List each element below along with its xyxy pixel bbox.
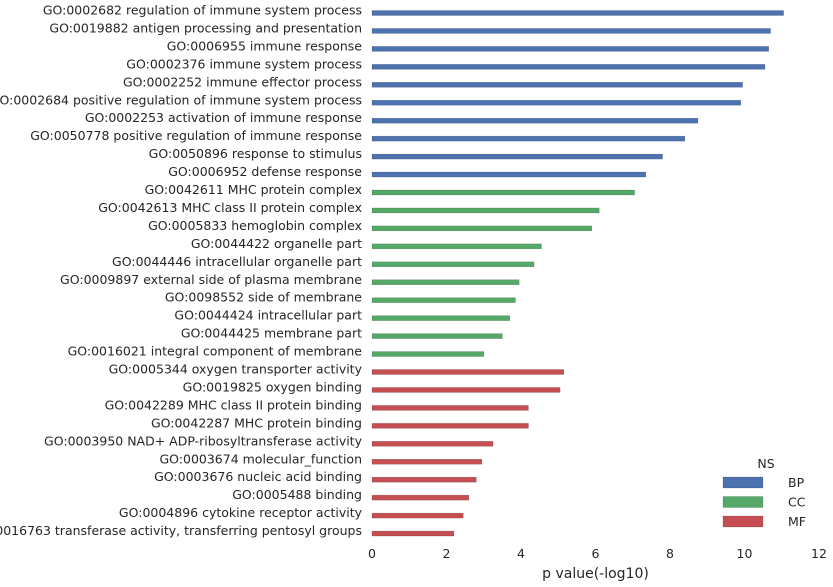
category-label: GO:0042611 MHC protein complex (145, 182, 362, 197)
category-label: GO:0003676 nucleic acid binding (154, 469, 362, 484)
x-tick-label: 8 (666, 546, 674, 561)
category-label: GO:0004896 cytokine receptor activity (119, 505, 363, 520)
legend: NS BP CC MF (722, 456, 806, 529)
bar-mf (371, 512, 464, 519)
bar-mf (371, 494, 470, 501)
legend-title: NS (757, 456, 774, 471)
bar-mf (371, 530, 455, 537)
bar-bp (371, 82, 743, 88)
bars-layer (371, 10, 784, 537)
bar-mf (371, 476, 477, 483)
bar-bp (371, 153, 663, 160)
category-label: GO:0042289 MHC class II protein binding (105, 397, 362, 412)
x-tick-label: 10 (737, 546, 753, 561)
x-tick-label: 12 (811, 546, 827, 561)
category-label: GO:0002682 regulation of immune system p… (43, 3, 362, 18)
bar-bp (371, 28, 771, 34)
x-tick-label: 2 (443, 546, 451, 561)
bar-bp (371, 10, 784, 16)
category-labels: GO:0002682 regulation of immune system p… (0, 3, 363, 539)
x-axis-label: p value(-log10) (542, 566, 649, 582)
category-label: GO:0098552 side of membrane (165, 290, 362, 305)
category-label: GO:0003674 molecular_function (159, 451, 362, 466)
x-tick-label: 4 (517, 546, 525, 561)
bar-mf (371, 423, 529, 429)
category-label: GO:0044424 intracellular part (174, 308, 362, 323)
bar-cc (371, 189, 635, 196)
category-label: GO:0002252 immune effector process (123, 74, 362, 89)
bar-cc (371, 207, 600, 214)
bar-cc (371, 315, 511, 321)
legend-swatch-cc (722, 496, 764, 508)
category-label: GO:0044422 organelle part (191, 236, 362, 251)
category-label: GO:0019825 oxygen binding (183, 379, 362, 394)
bar-bp (371, 100, 742, 106)
category-label: GO:0044446 intracellular organelle part (112, 254, 362, 269)
category-label: GO:0002376 immune system process (126, 56, 362, 71)
x-tick-labels: 0 2 4 6 8 10 12 (368, 546, 827, 561)
legend-swatch-mf (722, 515, 764, 528)
legend-label-mf: MF (788, 514, 806, 529)
bar-cc (371, 225, 593, 232)
category-label: GO:0006955 immune response (167, 38, 363, 53)
bar-bp (371, 135, 686, 142)
legend-label-bp: BP (788, 475, 805, 490)
bar-mf (371, 441, 494, 447)
category-label: GO:0002684 positive regulation of immune… (0, 92, 362, 107)
bar-cc (371, 261, 535, 268)
bar-bp (371, 64, 766, 70)
legend-items: BP CC MF (722, 475, 806, 529)
bar-cc (371, 243, 542, 250)
bar-bp (371, 46, 769, 52)
bar-bp (371, 117, 699, 124)
bar-cc (371, 333, 503, 339)
category-label: GO:0042287 MHC protein binding (151, 415, 362, 430)
bar-mf (371, 369, 565, 375)
bar-mf (371, 387, 561, 393)
bar-mf (371, 459, 483, 465)
category-label: GO:0005344 oxygen transporter activity (109, 362, 363, 377)
category-label: GO:0042613 MHC class II protein complex (98, 200, 362, 215)
x-tick-label: 6 (592, 546, 600, 561)
category-label: GO:0019882 antigen processing and presen… (49, 20, 362, 35)
bar-cc (371, 279, 520, 285)
category-label: GO:0016763 transferase activity, transfe… (0, 523, 362, 538)
bar-cc (371, 297, 516, 303)
category-label: GO:0005488 binding (232, 487, 362, 502)
category-label: GO:0050778 positive regulation of immune… (30, 128, 362, 143)
legend-label-cc: CC (788, 495, 806, 510)
category-label: GO:0005833 hemoglobin complex (148, 218, 362, 233)
category-label: GO:0050896 response to stimulus (149, 146, 362, 161)
bar-mf (371, 405, 529, 411)
bar-cc (371, 351, 484, 357)
category-label: GO:0044425 membrane part (181, 326, 362, 341)
category-label: GO:0009897 external side of plasma membr… (60, 272, 362, 287)
category-label: GO:0006952 defense response (168, 164, 362, 179)
bar-bp (371, 171, 647, 178)
category-label: GO:0016021 integral component of membran… (68, 344, 363, 359)
category-label: GO:0002253 activation of immune response (85, 110, 362, 125)
legend-swatch-bp (722, 476, 764, 489)
x-tick-label: 0 (368, 546, 376, 561)
category-label: GO:0003950 NAD+ ADP-ribosyltransferase a… (44, 433, 363, 448)
